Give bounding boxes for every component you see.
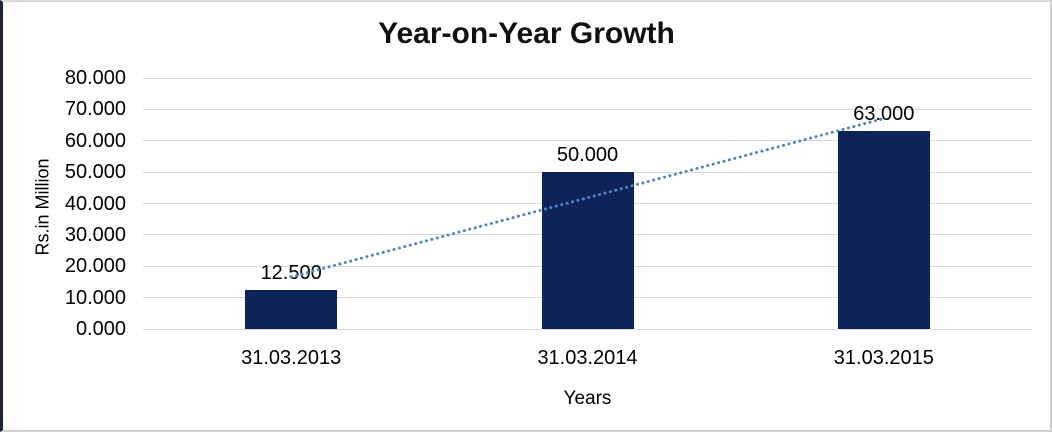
gridline <box>143 140 1032 142</box>
x-axis-title: Years <box>563 388 612 409</box>
y-tick-label: 0.000 <box>75 318 126 340</box>
chart-title: Year-on-Year Growth <box>378 17 675 50</box>
gridline <box>143 108 1032 110</box>
y-tick-label: 40.000 <box>64 192 126 215</box>
y-tick-label: 20.000 <box>64 255 126 278</box>
x-tick-label: 31.03.2014 <box>537 347 638 369</box>
y-tick-label: 50.000 <box>64 161 126 184</box>
bar-value-label: 12.500 <box>260 261 322 284</box>
y-tick-label: 70.000 <box>64 98 126 121</box>
bar <box>245 289 338 329</box>
y-tick-label: 60.000 <box>64 129 126 152</box>
x-tick-label: 31.03.2013 <box>241 347 342 369</box>
y-tick-label: 10.000 <box>64 286 126 309</box>
y-tick-label: 30.000 <box>64 223 126 246</box>
plot-area: 12.500 50.000 63.000 <box>143 77 1032 330</box>
bar-value-label: 63.000 <box>853 103 915 126</box>
trendline <box>289 117 886 279</box>
y-tick-label: 80.000 <box>64 67 126 89</box>
bar-value-label: 50.000 <box>556 144 619 167</box>
x-tick-label: 31.03.2015 <box>833 347 934 369</box>
gridline <box>143 328 1032 330</box>
gridline <box>143 77 1032 79</box>
bar <box>837 131 930 329</box>
